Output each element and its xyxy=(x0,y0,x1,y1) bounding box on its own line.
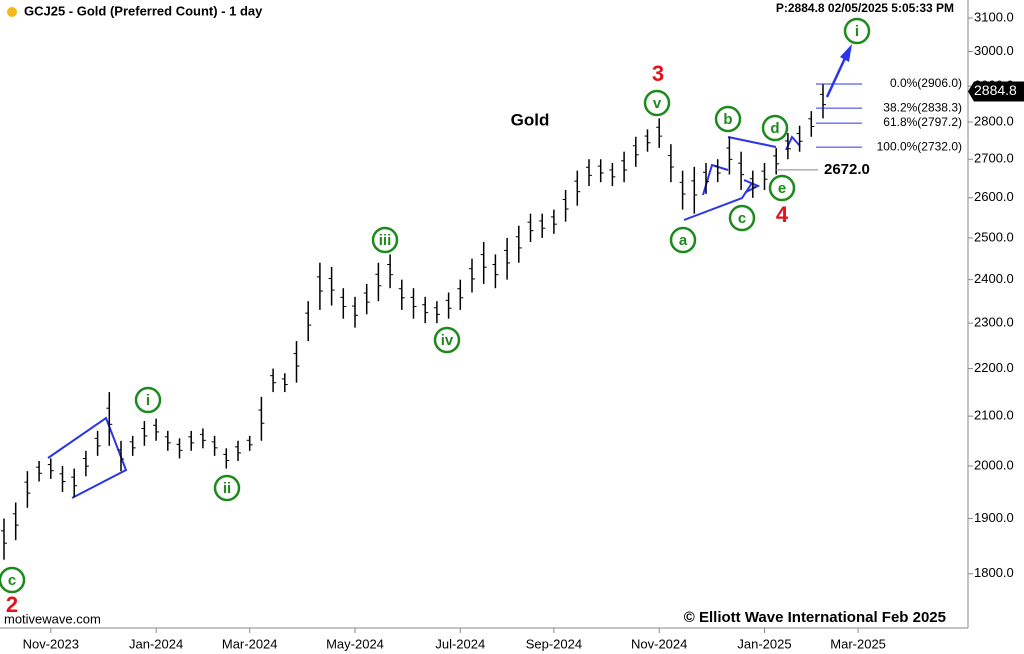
x-tick-label: Mar-2025 xyxy=(830,636,886,651)
last-price-box xyxy=(968,81,1024,102)
y-tick-label: 2500.0 xyxy=(974,229,1014,244)
x-tick-label: Jan-2024 xyxy=(129,636,183,651)
wave-circle xyxy=(669,226,697,254)
x-tick-label: Sep-2024 xyxy=(526,636,582,651)
arrow-head xyxy=(840,44,852,62)
fib-label: 100.0%(2732.0) xyxy=(877,139,962,153)
wave-count: 4 xyxy=(776,202,789,227)
wave-circle xyxy=(761,114,789,142)
y-tick-label: 3000.0 xyxy=(974,43,1014,58)
y-tick-label: 2100.0 xyxy=(974,408,1014,423)
wave-label: iv xyxy=(441,332,454,349)
wave-circle xyxy=(371,226,399,254)
y-tick-label: 2700.0 xyxy=(974,151,1014,166)
arrow xyxy=(825,55,848,98)
wave-count: 2 xyxy=(6,592,18,617)
wave-circle xyxy=(714,105,742,133)
wave-label: d xyxy=(770,120,779,137)
last-price-label: 2884.8 xyxy=(974,82,1017,98)
wave-label: b xyxy=(723,111,732,128)
price-info: P:2884.8 02/05/2025 5:05:33 PM xyxy=(776,1,954,15)
wave-circle xyxy=(728,204,756,232)
x-tick-label: May-2024 xyxy=(326,636,384,651)
triangle-line xyxy=(743,179,761,193)
y-tick-label: 1800.0 xyxy=(974,565,1014,580)
y-tick-label: 2400.0 xyxy=(974,271,1014,286)
source: motivewave.com xyxy=(4,611,101,626)
wave-circle xyxy=(134,386,162,414)
status-dot xyxy=(7,7,17,17)
fib-label: 61.8%(2797.2) xyxy=(883,115,962,129)
y-tick-label: 2000.0 xyxy=(974,457,1014,472)
subtitle: Gold xyxy=(511,110,550,129)
wave-circle xyxy=(843,17,871,45)
wave-circle xyxy=(433,326,461,354)
wave-circle xyxy=(0,566,26,594)
x-tick-label: Mar-2024 xyxy=(222,636,278,651)
chart-title: GCJ25 - Gold (Preferred Count) - 1 day xyxy=(24,3,263,18)
wave-label: a xyxy=(679,232,688,249)
y-tick-label: 2300.0 xyxy=(974,315,1014,330)
wave-label: v xyxy=(653,95,662,112)
y-tick-label: 2200.0 xyxy=(974,360,1014,375)
wave-label: c xyxy=(8,572,16,589)
level-label: 2672.0 xyxy=(824,161,870,178)
fib-label: 0.0%(2906.0) xyxy=(890,76,962,90)
triangle-line xyxy=(727,136,777,148)
wave-circle xyxy=(213,474,241,502)
wave-label: i xyxy=(855,23,859,40)
fib-label: 38.2%(2838.3) xyxy=(883,100,962,114)
x-tick-label: Nov-2024 xyxy=(631,636,687,651)
copyright: © Elliott Wave International Feb 2025 xyxy=(684,609,946,626)
wave-label: i xyxy=(146,392,150,409)
wave-label: c xyxy=(738,210,746,227)
wave-circle xyxy=(768,174,796,202)
y-tick-label: 3100.0 xyxy=(974,9,1014,24)
x-tick-label: Jul-2024 xyxy=(435,636,485,651)
wave-label: e xyxy=(778,180,786,197)
y-tick-label: 2600.0 xyxy=(974,189,1014,204)
x-tick-label: Jan-2025 xyxy=(737,636,791,651)
triangle-line xyxy=(683,182,753,221)
channel xyxy=(47,416,128,499)
y-tick-label: 2800.0 xyxy=(974,113,1014,128)
y-tick-label: 1900.0 xyxy=(974,510,1014,525)
wave-label: ii xyxy=(223,480,231,497)
wave-label: iii xyxy=(379,232,392,249)
wave-count: 3 xyxy=(652,61,664,86)
wave-circle xyxy=(643,89,671,117)
x-tick-label: Nov-2023 xyxy=(23,636,79,651)
